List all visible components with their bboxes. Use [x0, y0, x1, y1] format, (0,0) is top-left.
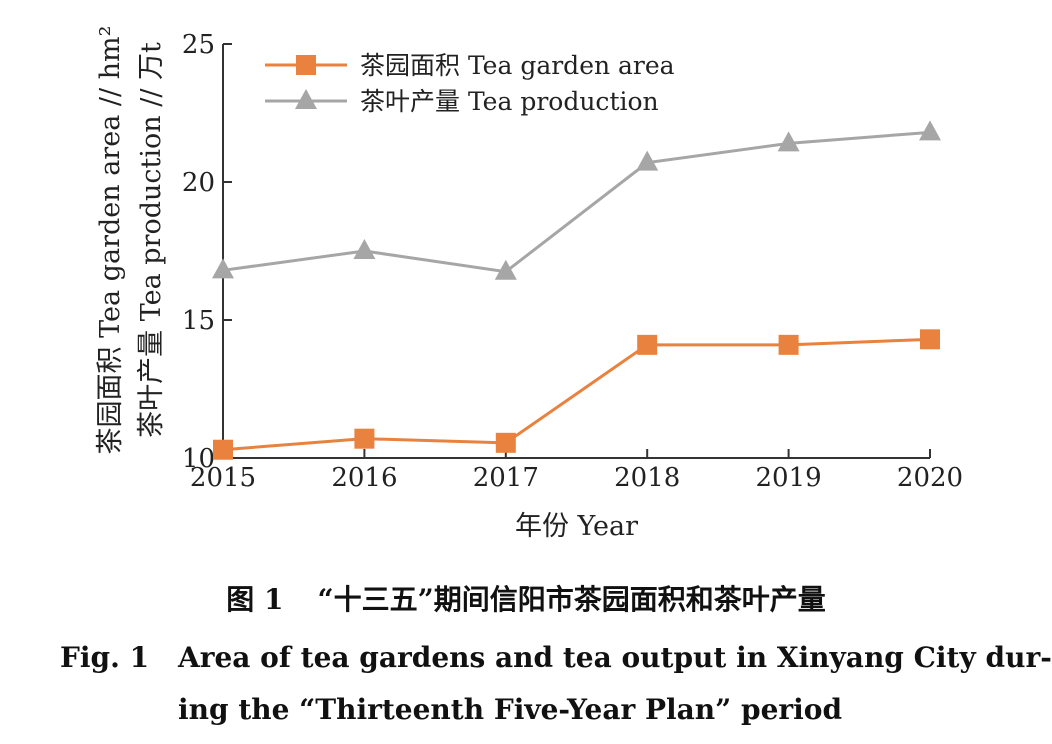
- data-point-square: [637, 334, 658, 355]
- x-tick-label: 2017: [473, 463, 539, 493]
- data-point-triangle: [636, 150, 659, 171]
- series-line: [222, 337, 931, 452]
- data-point-triangle: [353, 239, 376, 259]
- data-point-square: [920, 329, 940, 350]
- series-layer: [212, 120, 941, 460]
- y-tick-label: 25: [182, 30, 215, 60]
- y-axis-title-line-2: 茶叶产量 Tea production // 万t: [136, 42, 167, 438]
- data-point-square: [213, 439, 233, 460]
- caption-chinese: 图 1 “十三五”期间信阳市茶园面积和茶叶产量: [0, 578, 1052, 618]
- caption-english: Fig. 1 Area of tea gardens and tea outpu…: [0, 632, 1052, 736]
- axes: 10 15 20 25 2015 2016 2017 2018 2019 2020: [182, 30, 963, 493]
- x-axis-title: 年份 Year: [515, 511, 638, 542]
- axis-labels: 年份 Year 茶园面积 Tea garden area // hm² 茶叶产量 T…: [95, 26, 638, 542]
- caption-cn-number: 图 1: [226, 583, 284, 616]
- series-line: [222, 130, 931, 274]
- data-point-triangle: [212, 258, 234, 279]
- series-2: [212, 120, 941, 280]
- data-point-square: [495, 432, 516, 453]
- caption-en-line-1: Area of tea gardens and tea output in Xi…: [178, 641, 1052, 674]
- legend-item-1: 茶园面积 Tea garden area: [265, 51, 675, 80]
- x-tick-label: 2020: [897, 463, 963, 493]
- legend-square-marker: [296, 55, 316, 75]
- y-tick-label: 20: [182, 168, 215, 198]
- caption-en-number: Fig. 1: [60, 641, 150, 674]
- y-axis-title-line-1: 茶园面积 Tea garden area // hm²: [95, 26, 126, 455]
- legend-label: 茶叶产量 Tea production: [360, 87, 659, 116]
- legend-label: 茶园面积 Tea garden area: [360, 51, 675, 80]
- data-point-square: [778, 334, 799, 355]
- x-tick-label: 2018: [614, 463, 680, 493]
- legend-triangle-marker: [295, 89, 317, 109]
- data-point-triangle: [919, 120, 941, 141]
- x-tick-label: 2015: [190, 463, 256, 493]
- data-point-triangle: [494, 259, 517, 280]
- y-tick-label: 10: [182, 444, 215, 474]
- x-tick-label: 2016: [331, 463, 397, 493]
- caption-en-line-2: ing the “Thirteenth Five-Year Plan” peri…: [178, 693, 843, 726]
- line-chart: 10 15 20 25 2015 2016 2017 2018 2019 2020 茶园面积 Te…: [95, 26, 963, 542]
- x-tick-label: 2019: [756, 463, 822, 493]
- series-1: [213, 329, 940, 460]
- legend-item-2: 茶叶产量 Tea production: [265, 87, 659, 116]
- data-point-triangle: [777, 131, 800, 152]
- caption-cn-text: “十三五”期间信阳市茶园面积和茶叶产量: [317, 583, 826, 616]
- legend: 茶园面积 Tea garden area 茶叶产量 Tea production: [265, 51, 675, 116]
- data-point-square: [354, 428, 375, 449]
- y-tick-label: 15: [182, 306, 215, 336]
